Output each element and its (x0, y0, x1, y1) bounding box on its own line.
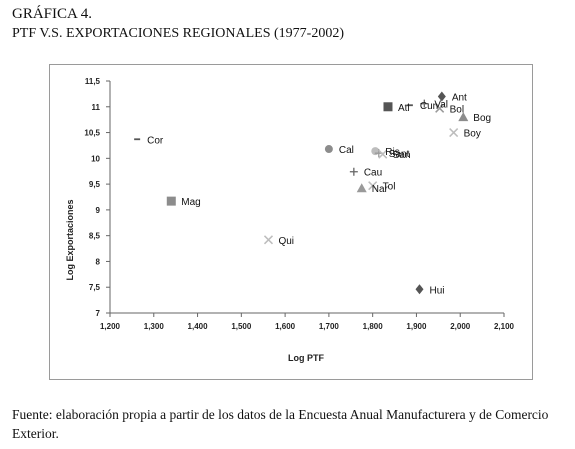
figure-number: GRÁFICA 4. (12, 6, 93, 22)
point-cal (324, 145, 333, 154)
point-label-cun: Cun (420, 101, 438, 112)
point-boy (449, 128, 459, 138)
data-points (134, 91, 469, 295)
scatter-plot: 1,200 1,300 1,400 1,500 1,600 1,700 1,800 1,900… (65, 77, 515, 363)
x-tick-label: 1,500 (231, 322, 252, 331)
point-val (420, 99, 429, 108)
point-cau (349, 167, 358, 176)
point-label-san: San (393, 150, 411, 161)
point-label-mag: Mag (181, 197, 200, 208)
x-tick-label: 1,800 (363, 322, 384, 331)
point-label-val: Val (434, 100, 448, 111)
point-label-hui: Hui (430, 285, 445, 296)
point-atl (383, 102, 393, 112)
y-tick-label: 11,5 (85, 77, 101, 86)
y-tick-label: 9 (96, 206, 101, 215)
chart-frame: 1,200 1,300 1,400 1,500 1,600 1,700 1,800 1,900… (49, 64, 533, 380)
point-hui (415, 284, 424, 295)
point-label-tol: Tol (383, 182, 396, 193)
x-tick-label: 1,600 (275, 322, 296, 331)
point-mag (166, 196, 176, 206)
point-label-bol: Bol (450, 104, 464, 115)
point-bog (458, 112, 469, 122)
point-label-cor: Cor (147, 135, 164, 146)
x-axis-label: Log PTF (288, 353, 324, 363)
figure-title: PTF V.S. EXPORTACIONES REGIONALES (1977-… (12, 26, 344, 41)
point-qui (263, 235, 274, 245)
point-label-boy: Boy (464, 129, 481, 140)
point-label-bog: Bog (473, 113, 491, 124)
point-nar (356, 183, 367, 193)
point-ant (437, 91, 446, 102)
x-tick-label: 1,900 (406, 322, 427, 331)
point-label-nar: Nar (372, 184, 389, 195)
point-label-cau: Cau (364, 168, 382, 179)
y-tick-label: 8 (96, 257, 101, 266)
y-axis-label: Log Exportaciones (65, 199, 75, 280)
point-label-cal: Cal (339, 145, 354, 156)
y-tick-label: 10,5 (84, 129, 100, 138)
x-tick-label: 1,700 (319, 322, 340, 331)
y-tick-label: 7 (96, 309, 101, 318)
point-label-atl: Atl (398, 103, 410, 114)
point-tol (368, 181, 378, 191)
source-note: Fuente: elaboración propia a partir de l… (12, 407, 549, 441)
point-label-ant: Ant (452, 92, 467, 103)
point-label-ris: Ris (385, 147, 399, 158)
x-tick-label: 1,300 (144, 322, 165, 331)
point-bol (435, 103, 445, 113)
x-tick-label: 2,000 (450, 322, 471, 331)
y-tick-label: 8,5 (89, 232, 101, 241)
y-tick-label: 9,5 (89, 180, 101, 189)
y-tick-label: 11 (92, 103, 101, 112)
x-tick-label: 1,400 (188, 322, 209, 331)
y-tick-label: 10 (91, 154, 100, 163)
point-ris (371, 147, 380, 156)
axes: 1,200 1,300 1,400 1,500 1,600 1,700 1,800 1,900… (84, 77, 514, 331)
point-label-qui: Qui (278, 236, 294, 247)
x-tick-label: 2,100 (494, 322, 515, 331)
x-tick-label: 1,200 (100, 322, 121, 331)
point-san (378, 149, 388, 159)
y-tick-label: 7,5 (89, 283, 101, 292)
point-label-sant: Sant (389, 149, 410, 160)
